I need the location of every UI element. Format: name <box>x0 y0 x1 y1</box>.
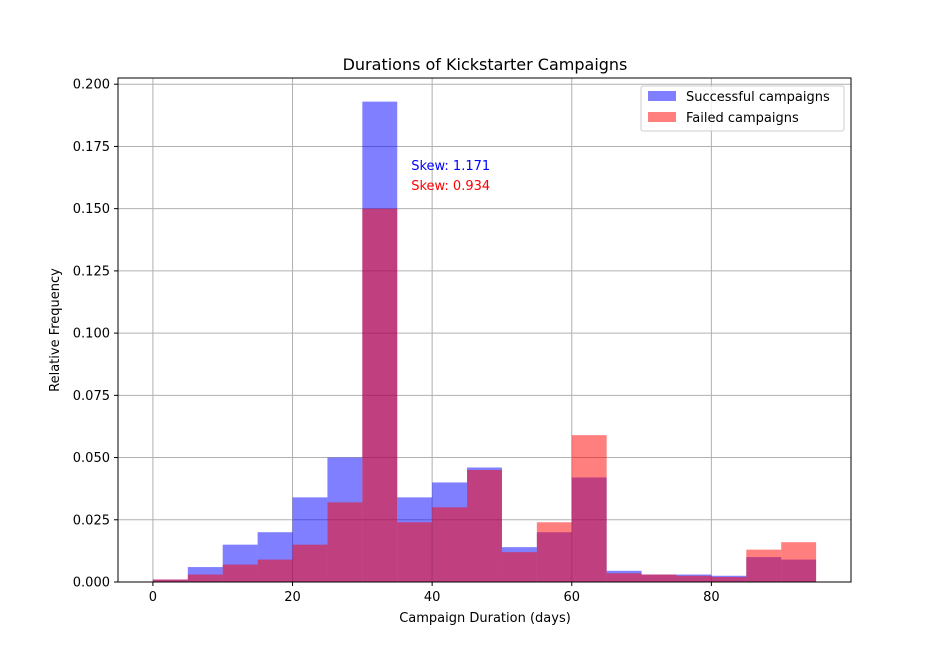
x-axis-label: Campaign Duration (days) <box>399 611 571 626</box>
legend-swatch-failed <box>648 112 676 122</box>
bar-failed-bin-10 <box>501 552 537 582</box>
x-tick-label: 40 <box>424 590 441 605</box>
y-tick-label: 0.000 <box>73 576 110 591</box>
y-tick-label: 0.025 <box>73 513 110 528</box>
bar-failed-bin-0 <box>152 579 188 582</box>
histogram-bars <box>152 101 817 583</box>
bar-failed-bin-8 <box>432 507 468 582</box>
y-tick-label: 0.075 <box>73 389 110 404</box>
bar-failed-bin-7 <box>397 522 433 582</box>
x-tick-label: 0 <box>149 590 157 605</box>
bar-failed-bin-16 <box>711 577 747 582</box>
y-tick-label: 0.150 <box>73 202 110 217</box>
chart-title: Durations of Kickstarter Campaigns <box>343 55 628 74</box>
bar-failed-bin-17 <box>746 549 782 582</box>
ticks: 0 20 40 60 80 0.000 0.025 0.050 0.075 0.100 0.125 0… <box>73 78 720 605</box>
bar-failed-bin-2 <box>222 564 258 582</box>
bar-failed-bin-5 <box>327 502 363 582</box>
bar-failed-bin-9 <box>467 470 502 582</box>
y-tick-label: 0.200 <box>73 78 110 93</box>
skew-annotation: Skew: 1.171 <box>411 159 490 174</box>
y-tick-label: 0.100 <box>73 327 110 342</box>
legend-label-successful: Successful campaigns <box>686 90 830 105</box>
skew-annotation: Skew: 0.934 <box>411 179 490 194</box>
legend-label-failed: Failed campaigns <box>686 111 799 126</box>
legend: Successful campaigns Failed campaigns <box>640 85 845 132</box>
bar-failed-bin-4 <box>292 544 328 582</box>
bar-failed-bin-15 <box>676 575 712 582</box>
legend-box <box>640 85 845 132</box>
bar-failed-bin-3 <box>257 559 293 582</box>
y-tick-label: 0.175 <box>73 140 110 155</box>
bar-failed-bin-11 <box>536 522 572 582</box>
bar-failed-bin-14 <box>641 574 677 582</box>
x-tick-label: 80 <box>703 590 720 605</box>
grid-lines <box>118 78 851 583</box>
y-axis-label: Relative Frequency <box>48 268 63 392</box>
y-tick-label: 0.050 <box>73 451 110 466</box>
bar-failed-bin-18 <box>781 542 817 582</box>
bar-failed-bin-12 <box>571 435 607 582</box>
x-tick-label: 20 <box>284 590 301 605</box>
bar-failed-bin-6 <box>362 208 398 582</box>
legend-swatch-successful <box>648 91 676 101</box>
axes-frame <box>117 77 852 583</box>
annotations: Skew: 1.171 Skew: 0.934 <box>411 159 490 194</box>
y-tick-label: 0.125 <box>73 264 110 279</box>
x-tick-label: 60 <box>563 590 580 605</box>
axes <box>117 77 852 583</box>
bar-failed-bin-1 <box>187 574 223 582</box>
bar-failed-bin-13 <box>606 573 642 582</box>
